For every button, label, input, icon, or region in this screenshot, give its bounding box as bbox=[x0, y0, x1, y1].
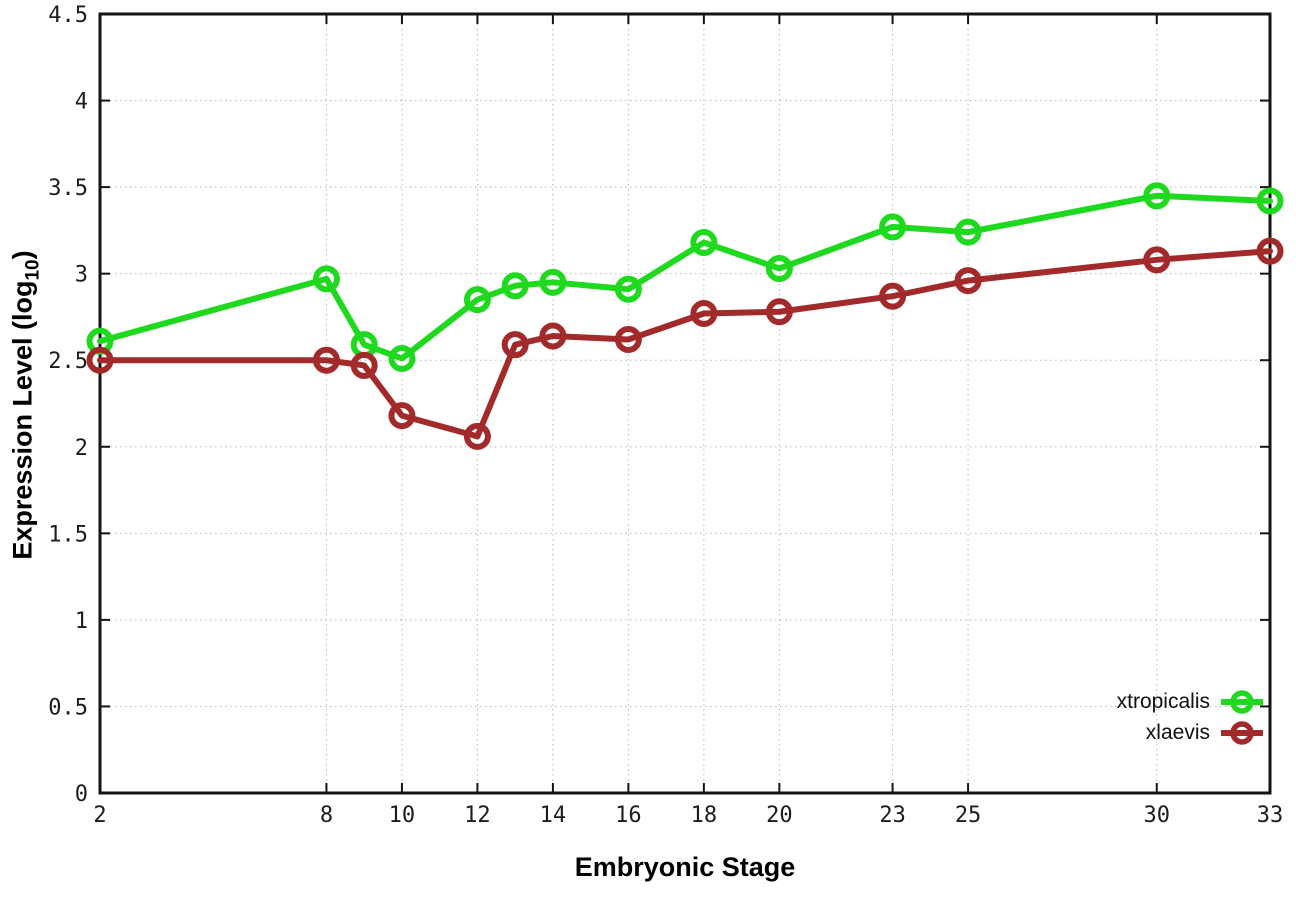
data-point-xtropicalis bbox=[1143, 182, 1171, 210]
y-tick-label: 1.5 bbox=[48, 522, 88, 547]
data-point-xlaevis bbox=[1143, 246, 1171, 274]
plot-border bbox=[98, 12, 1272, 795]
y-tick-label: 4.5 bbox=[48, 3, 88, 28]
y-axis-title-close: ) bbox=[7, 250, 38, 260]
legend-label-xlaevis: xlaevis bbox=[1145, 720, 1210, 744]
data-point-xlaevis bbox=[879, 282, 907, 310]
legend-marker-circle-icon bbox=[1221, 689, 1263, 714]
x-tick-label: 23 bbox=[879, 803, 906, 828]
legend-label-xtropicalis: xtropicalis bbox=[1116, 689, 1210, 713]
data-point-xtropicalis bbox=[765, 254, 793, 282]
y-axis-title: Expression Level (log10) bbox=[8, 250, 45, 559]
data-point-xtropicalis bbox=[539, 268, 567, 296]
data-point-xlaevis bbox=[86, 346, 114, 374]
data-point-xlaevis bbox=[501, 331, 529, 359]
legend: xtropicalis xlaevis bbox=[1117, 687, 1264, 747]
x-tick-label: 8 bbox=[320, 803, 333, 828]
y-axis-title-subscript: 10 bbox=[22, 259, 44, 281]
data-point-xlaevis bbox=[312, 346, 340, 374]
y-tick-label: 0 bbox=[75, 782, 88, 807]
data-point-xtropicalis bbox=[463, 286, 491, 314]
x-tick-label: 20 bbox=[766, 803, 793, 828]
series-line-xlaevis bbox=[97, 248, 1273, 440]
data-point-xlaevis bbox=[388, 402, 416, 430]
x-tick-label: 33 bbox=[1257, 803, 1284, 828]
x-tick-label: 2 bbox=[93, 803, 106, 828]
legend-item-xtropicalis: xtropicalis bbox=[1117, 687, 1264, 716]
data-point-xtropicalis bbox=[501, 272, 529, 300]
y-tick-label: 2 bbox=[75, 436, 88, 461]
y-tick-label: 3 bbox=[75, 263, 88, 288]
y-tick-label: 3.5 bbox=[48, 176, 88, 201]
y-tick-label: 2.5 bbox=[48, 349, 88, 374]
data-point-xtropicalis bbox=[954, 218, 982, 246]
legend-marker-circle-icon bbox=[1221, 720, 1263, 745]
data-point-xlaevis bbox=[614, 325, 642, 353]
data-point-xlaevis bbox=[765, 298, 793, 326]
x-tick-label: 12 bbox=[464, 803, 491, 828]
data-point-xlaevis bbox=[1256, 237, 1284, 265]
legend-item-xlaevis: xlaevis bbox=[1117, 718, 1264, 747]
data-point-xlaevis bbox=[954, 267, 982, 295]
x-tick-label: 30 bbox=[1144, 803, 1171, 828]
series-line-xtropicalis bbox=[97, 192, 1273, 362]
data-point-xtropicalis bbox=[614, 275, 642, 303]
y-tick-label: 0.5 bbox=[48, 695, 88, 720]
data-point-xtropicalis bbox=[690, 229, 718, 257]
data-point-xtropicalis bbox=[879, 213, 907, 241]
data-point-xlaevis bbox=[690, 299, 718, 327]
x-tick-label: 14 bbox=[540, 803, 567, 828]
x-tick-label: 10 bbox=[389, 803, 416, 828]
x-tick-label: 18 bbox=[691, 803, 718, 828]
y-tick-label: 1 bbox=[75, 609, 88, 634]
y-tick-label: 4 bbox=[75, 90, 88, 115]
data-point-xlaevis bbox=[350, 351, 378, 379]
data-point-xlaevis bbox=[463, 422, 491, 450]
data-point-xtropicalis bbox=[312, 265, 340, 293]
data-point-xtropicalis bbox=[1256, 187, 1284, 215]
x-tick-label: 25 bbox=[955, 803, 982, 828]
x-tick-label: 16 bbox=[615, 803, 642, 828]
data-point-xtropicalis bbox=[388, 344, 416, 372]
y-axis-title-text: Expression Level (log bbox=[7, 280, 38, 560]
x-axis-title: Embryonic Stage bbox=[574, 852, 796, 882]
data-point-xlaevis bbox=[539, 322, 567, 350]
